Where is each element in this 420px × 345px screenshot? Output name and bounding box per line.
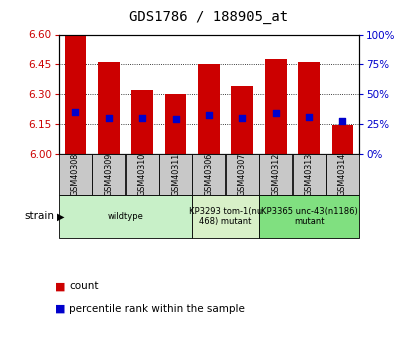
Point <box>272 110 279 116</box>
Point <box>105 115 112 121</box>
Text: GSM40308: GSM40308 <box>71 152 80 196</box>
Point <box>306 114 312 119</box>
Bar <box>265 59 286 154</box>
Text: KP3293 tom-1(nu
468) mutant: KP3293 tom-1(nu 468) mutant <box>189 207 262 226</box>
Bar <box>126 154 159 195</box>
Bar <box>298 62 320 154</box>
Text: GSM40314: GSM40314 <box>338 152 347 196</box>
Text: ■: ■ <box>55 282 65 291</box>
Text: GSM40313: GSM40313 <box>304 152 314 196</box>
Bar <box>98 62 120 154</box>
Bar <box>131 90 153 154</box>
Text: GSM40310: GSM40310 <box>138 152 147 196</box>
Bar <box>259 195 359 238</box>
Bar <box>259 154 292 195</box>
Point <box>206 113 212 118</box>
Text: GSM40312: GSM40312 <box>271 152 280 196</box>
Text: GSM40307: GSM40307 <box>238 152 247 196</box>
Bar <box>198 64 220 154</box>
Bar <box>92 154 125 195</box>
Bar <box>59 154 92 195</box>
Point <box>139 115 146 121</box>
Bar <box>231 86 253 154</box>
Text: percentile rank within the sample: percentile rank within the sample <box>69 304 245 314</box>
Point <box>339 119 346 124</box>
Bar <box>331 125 353 154</box>
Text: GSM40306: GSM40306 <box>205 152 213 196</box>
Point <box>72 109 79 115</box>
Bar <box>192 195 259 238</box>
Point <box>172 116 179 122</box>
Text: wildtype: wildtype <box>108 212 144 221</box>
Point <box>239 115 246 121</box>
Bar <box>293 154 326 195</box>
Text: ■: ■ <box>55 304 65 314</box>
Text: GDS1786 / 188905_at: GDS1786 / 188905_at <box>129 10 289 24</box>
Text: strain: strain <box>25 211 55 221</box>
Bar <box>165 94 186 154</box>
Text: GSM40309: GSM40309 <box>104 152 113 196</box>
Bar <box>59 195 192 238</box>
Bar <box>192 154 226 195</box>
Bar <box>159 154 192 195</box>
Text: KP3365 unc-43(n1186)
mutant: KP3365 unc-43(n1186) mutant <box>261 207 357 226</box>
Bar <box>65 34 87 154</box>
Text: count: count <box>69 282 99 291</box>
Text: ▶: ▶ <box>57 211 64 221</box>
Bar <box>226 154 259 195</box>
Text: GSM40311: GSM40311 <box>171 152 180 196</box>
Bar <box>326 154 359 195</box>
